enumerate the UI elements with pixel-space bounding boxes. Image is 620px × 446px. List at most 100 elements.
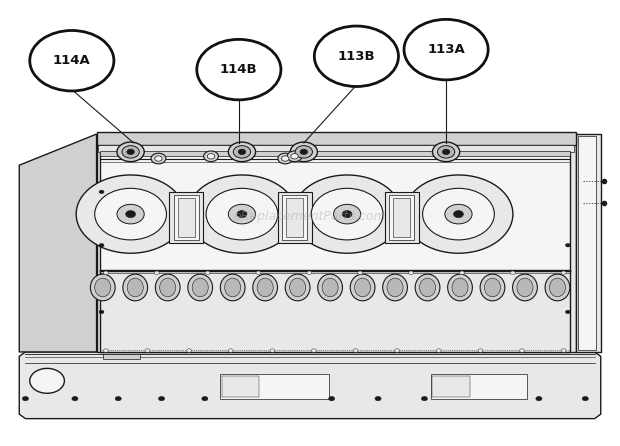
Circle shape [278,153,293,164]
Circle shape [438,146,454,158]
Circle shape [281,156,289,161]
Text: 114B: 114B [220,63,258,76]
Bar [103,354,140,359]
Bar [282,195,308,240]
Circle shape [307,271,312,275]
Circle shape [433,142,459,161]
Ellipse shape [91,274,115,301]
Text: eReplacementParts.com: eReplacementParts.com [234,210,386,223]
Ellipse shape [192,278,208,297]
Circle shape [510,271,515,275]
Ellipse shape [355,278,371,297]
Ellipse shape [480,274,505,301]
Circle shape [197,39,281,100]
Bar [278,192,311,243]
Circle shape [295,146,312,158]
Text: 114A: 114A [53,54,91,67]
Bar [431,374,526,399]
Ellipse shape [95,278,111,297]
Ellipse shape [123,274,148,301]
Circle shape [237,211,247,218]
Circle shape [314,26,399,87]
Ellipse shape [290,278,306,297]
Circle shape [290,142,317,161]
Circle shape [122,146,140,158]
Circle shape [436,349,441,352]
Polygon shape [19,134,97,352]
Circle shape [423,188,494,240]
Circle shape [291,153,298,159]
Bar [578,136,596,350]
Circle shape [256,271,261,275]
Ellipse shape [127,278,143,297]
Circle shape [30,30,114,91]
Circle shape [409,271,414,275]
Circle shape [311,349,316,352]
Ellipse shape [257,278,273,297]
Bar [100,151,570,156]
Circle shape [115,396,122,401]
Circle shape [228,349,233,352]
Circle shape [536,396,542,401]
Circle shape [30,368,64,393]
Circle shape [228,142,255,161]
Ellipse shape [383,274,407,301]
Circle shape [72,396,78,401]
Circle shape [187,349,192,352]
Ellipse shape [156,274,180,301]
Circle shape [205,271,210,275]
Circle shape [561,271,566,275]
Ellipse shape [517,278,533,297]
Circle shape [22,396,29,401]
Circle shape [270,349,275,352]
Circle shape [404,175,513,253]
Circle shape [99,244,104,247]
Circle shape [342,211,352,218]
Ellipse shape [220,274,245,301]
Circle shape [459,271,464,275]
Bar [220,374,329,399]
Circle shape [300,149,308,154]
Circle shape [117,142,144,161]
Circle shape [445,204,472,224]
Text: 113B: 113B [337,50,375,63]
Circle shape [561,349,566,352]
Circle shape [520,349,525,352]
Circle shape [334,204,361,224]
Circle shape [443,149,450,154]
Circle shape [104,271,108,275]
Bar [99,145,574,152]
Circle shape [358,271,363,275]
Bar [174,195,199,240]
Ellipse shape [513,274,538,301]
Circle shape [404,19,488,80]
Circle shape [99,310,104,314]
Circle shape [104,349,108,352]
Bar [222,376,259,397]
Bar [100,270,570,352]
Circle shape [203,151,218,161]
Ellipse shape [224,278,241,297]
Circle shape [311,188,383,240]
Circle shape [95,188,167,240]
Bar [286,198,303,237]
Circle shape [565,244,570,247]
Ellipse shape [484,278,500,297]
Circle shape [228,204,255,224]
Circle shape [287,151,302,161]
Circle shape [207,153,215,159]
Circle shape [159,396,165,401]
Text: 113A: 113A [427,43,465,56]
Circle shape [453,211,463,218]
Circle shape [565,310,570,314]
Bar [97,132,576,145]
Bar [178,198,195,237]
Bar [433,376,469,397]
Bar [393,198,410,237]
Ellipse shape [322,278,338,297]
Circle shape [395,349,400,352]
Circle shape [151,153,166,164]
Circle shape [293,175,402,253]
Bar [97,134,576,352]
Ellipse shape [350,274,375,301]
